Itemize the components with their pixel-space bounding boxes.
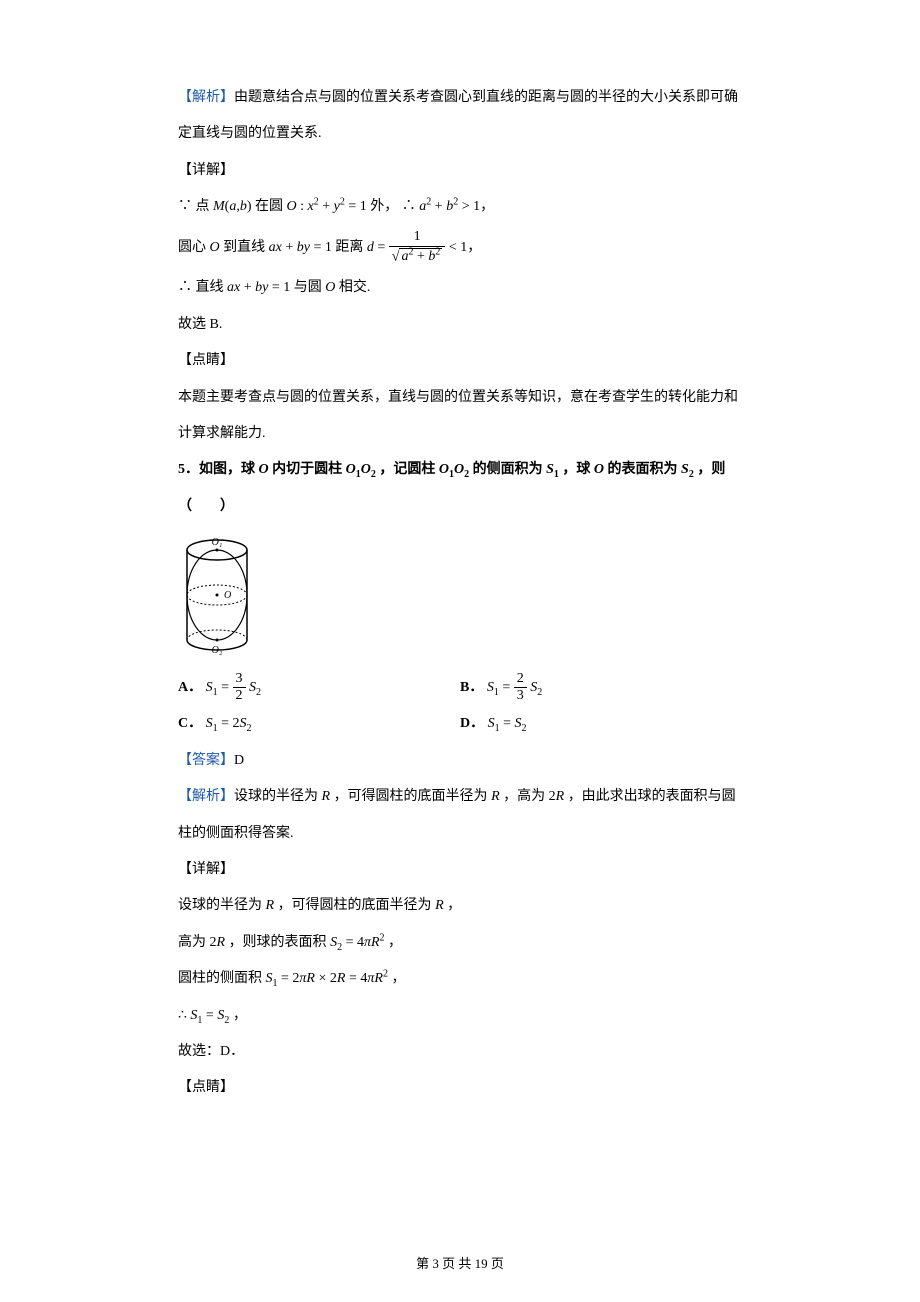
cylinder-sphere-icon: O₁ O O₂ [178, 535, 256, 655]
answer-value: D [234, 753, 244, 768]
q5-d-line3: 圆柱的侧面积 S1 = 2πR × 2R = 4πR2 ， [178, 961, 742, 997]
footer-mid: 页 共 [442, 1256, 471, 1271]
option-b: B． S1 = 23 S2 [460, 670, 742, 706]
text: 圆心 [178, 240, 206, 255]
footer-suffix: 页 [491, 1256, 504, 1271]
text: ，可得圆柱的底面半径为 [278, 898, 432, 913]
q4-line4: 故选 B. [178, 307, 742, 343]
text: 设球的半径为 [234, 789, 318, 804]
text: 在圆 [255, 199, 283, 214]
text: ， [388, 935, 402, 950]
text: ，高为 [503, 789, 545, 804]
text: 圆柱的侧面积 [178, 971, 262, 986]
text: ， [467, 240, 481, 255]
label: B． [460, 680, 483, 695]
svg-text:O₁: O₁ [212, 537, 223, 548]
text: ，球 [562, 462, 590, 477]
text: ，记圆柱 [379, 462, 435, 477]
q4-line3: ∴ 直线 ax + by = 1 与圆 O 相交. [178, 270, 742, 306]
text: 高为 [178, 935, 206, 950]
q5-d-line2: 高为 2R ，则球的表面积 S2 = 4πR2 ， [178, 925, 742, 961]
analysis-text: 由题意结合点与圆的位置关系考查圆心到直线的距离与圆的半径的大小关系即可确定直线与… [178, 90, 738, 141]
option-a: A． S1 = 32 S2 [178, 670, 460, 706]
q4-tip-text: 本题主要考查点与圆的位置关系，直线与圆的位置关系等知识，意在考查学生的转化能力和… [178, 380, 742, 453]
label: C． [178, 716, 202, 731]
text: 的侧面积为 [473, 462, 543, 477]
footer-page: 3 [432, 1256, 439, 1271]
text: 设球的半径为 [178, 898, 262, 913]
text: 内切于圆柱 [272, 462, 342, 477]
q5-d-line5: 故选：D． [178, 1034, 742, 1070]
q5-analysis: 【解析】设球的半径为 R ，可得圆柱的底面半径为 R ，高为 2R ，由此求出球… [178, 779, 742, 852]
page-content: 【解析】由题意结合点与圆的位置关系考查圆心到直线的距离与圆的半径的大小关系即可确… [178, 80, 742, 1107]
q4-line2: 圆心 O 到直线 ax + by = 1 距离 d = 1 √a2 + b2 <… [178, 226, 742, 271]
analysis-label: 【解析】 [178, 90, 234, 105]
text: ， [391, 971, 405, 986]
q5-detail-label: 【详解】 [178, 852, 742, 888]
number: 5． [178, 462, 199, 477]
text: 的表面积为 [608, 462, 678, 477]
text: 如图，球 [199, 462, 255, 477]
footer-prefix: 第 [416, 1256, 429, 1271]
q5-d-line1: 设球的半径为 R ，可得圆柱的底面半径为 R ， [178, 888, 742, 924]
answer-label: 【答案】 [178, 753, 234, 768]
q5-stem: 5．如图，球 O 内切于圆柱 O1O2 ，记圆柱 O1O2 的侧面积为 S1 ，… [178, 452, 742, 525]
svg-text:O: O [224, 590, 231, 601]
q4-line1: ∵ 点 M(a,b) 在圆 O : x2 + y2 = 1 外， ∴ a2 + … [178, 189, 742, 225]
page-footer: 第 3 页 共 19 页 [0, 1253, 920, 1272]
q5-answer: 【答案】D [178, 743, 742, 779]
analysis-label: 【解析】 [178, 789, 234, 804]
q5-figure: O₁ O O₂ [178, 535, 742, 660]
q4-detail-label: 【详解】 [178, 153, 742, 189]
text: ， [447, 898, 461, 913]
q5-options: A． S1 = 32 S2 B． S1 = 23 S2 C． S1 = 2S2 … [178, 670, 742, 743]
label: D． [460, 716, 484, 731]
q5-d-line4: ∴ S1 = S2 ， [178, 998, 742, 1034]
label: A． [178, 680, 202, 695]
svg-text:O₂: O₂ [212, 645, 223, 655]
q4-tip-label: 【点睛】 [178, 343, 742, 379]
text: 到直线 [223, 240, 265, 255]
text: ∵ 点 [178, 199, 210, 214]
text: 外， [370, 199, 398, 214]
q4-analysis: 【解析】由题意结合点与圆的位置关系考查圆心到直线的距离与圆的半径的大小关系即可确… [178, 80, 742, 153]
footer-total: 19 [475, 1256, 488, 1271]
option-d: D． S1 = S2 [460, 706, 742, 742]
text: ，则球的表面积 [229, 935, 327, 950]
text: 距离 [335, 240, 363, 255]
text: ，可得圆柱的底面半径为 [334, 789, 488, 804]
text: ， [480, 199, 494, 214]
option-c: C． S1 = 2S2 [178, 706, 460, 742]
q5-tip-label: 【点睛】 [178, 1070, 742, 1106]
